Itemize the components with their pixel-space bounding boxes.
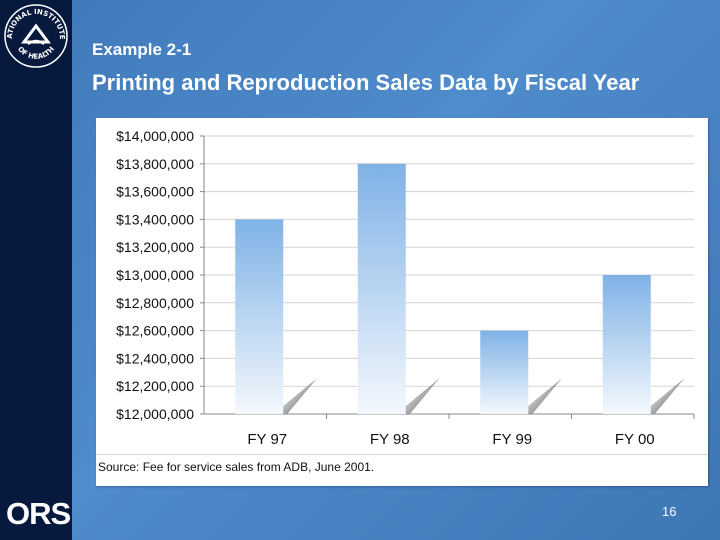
y-tick-label: $12,200,000 <box>116 378 194 394</box>
bar-shadow <box>405 378 440 414</box>
logo-top-text: NATIONAL INSTITUTES <box>2 2 66 40</box>
page-number: 16 <box>662 504 677 519</box>
y-tick-label: $12,400,000 <box>116 350 194 366</box>
bar-fy-99 <box>480 330 529 414</box>
chart-source-note: Source: Fee for service sales from ADB, … <box>96 454 708 486</box>
left-sidebar-bar: NATIONAL INSTITUTES OF HEALTH ORS <box>0 0 72 540</box>
y-tick-label: $13,600,000 <box>116 184 194 200</box>
y-tick-label: $14,000,000 <box>116 128 194 144</box>
y-tick-label: $13,800,000 <box>116 156 194 172</box>
logo-bottom-text: OF HEALTH <box>16 45 56 61</box>
slide-subtitle: Example 2-1 <box>92 40 192 59</box>
bar-chart: $12,000,000 $12,200,000 $12,400,000 $12,600… <box>116 128 695 448</box>
slide-title: Printing and Reproduction Sales Data by … <box>92 70 640 95</box>
y-tick-label: $12,600,000 <box>116 323 194 339</box>
svg-text:OF HEALTH: OF HEALTH <box>16 45 56 61</box>
y-tick-label: $12,800,000 <box>116 295 194 311</box>
ors-logo: ORS <box>6 496 71 531</box>
bar-shadow <box>528 378 563 414</box>
chart-panel: $12,000,000 $12,200,000 $12,400,000 $12,600… <box>96 118 708 486</box>
svg-text:NATIONAL INSTITUTES: NATIONAL INSTITUTES <box>2 2 66 40</box>
bar-fy-00 <box>602 275 651 414</box>
bar-fy-98 <box>357 163 406 414</box>
y-tick-label: $13,200,000 <box>116 239 194 255</box>
y-tick-label: $13,000,000 <box>116 267 194 283</box>
x-tick-label: FY 00 <box>615 431 655 448</box>
bar-fy-97 <box>235 219 284 414</box>
bar-shadow <box>283 378 318 414</box>
x-tick-label: FY 97 <box>247 431 287 448</box>
bar-shadow <box>650 378 685 414</box>
nih-seal-icon: NATIONAL INSTITUTES OF HEALTH <box>2 2 68 68</box>
x-tick-label: FY 99 <box>492 431 532 448</box>
y-tick-label: $12,000,000 <box>116 406 194 422</box>
y-tick-label: $13,400,000 <box>116 211 194 227</box>
x-tick-label: FY 98 <box>370 431 410 448</box>
